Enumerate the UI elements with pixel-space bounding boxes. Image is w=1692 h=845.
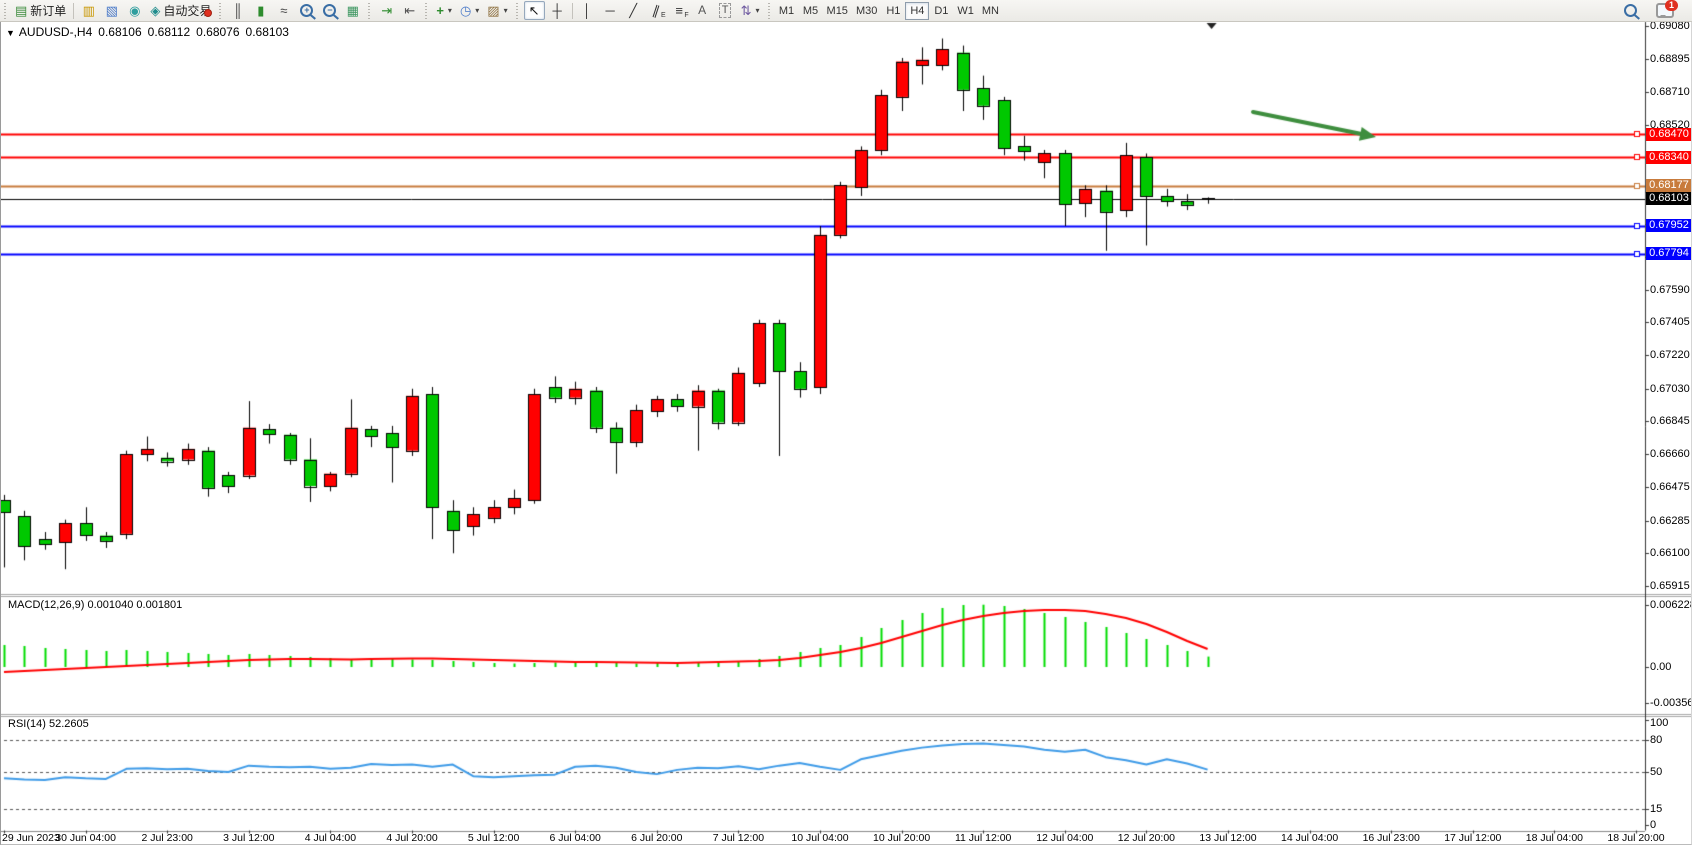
text-label-icon: T — [718, 3, 732, 18]
autotrading-label: 自动交易 — [163, 4, 212, 18]
text-button[interactable]: A — [692, 1, 713, 20]
indicators-button[interactable]: + ▾ — [433, 1, 455, 20]
vertical-line-icon: │ — [583, 3, 592, 18]
fibonacci-icon: ≡ — [675, 3, 683, 18]
timeframe-group: M1 M5 M15 M30 H1 H4 D1 W1 MN — [775, 1, 1003, 20]
notification-badge: 1 — [1665, 0, 1678, 11]
clock-icon: ◷ — [459, 3, 472, 18]
zoom-in-icon: + — [300, 4, 314, 17]
timeframe-button-w1[interactable]: W1 — [953, 2, 978, 20]
shapes-button[interactable]: ⇅ ▾ — [738, 1, 763, 20]
tile-windows-button[interactable]: ▦ — [342, 1, 363, 20]
templates-icon: ▨ — [487, 3, 500, 18]
trendline-icon: ╱ — [629, 3, 638, 18]
toolbar-grip — [219, 2, 225, 19]
cursor-icon: ↖ — [528, 3, 540, 18]
timeframe-button-m30[interactable]: M30 — [852, 2, 881, 20]
sounds-button[interactable]: ◉ — [124, 1, 145, 20]
channel-button[interactable]: ∥ E — [646, 1, 667, 20]
horizontal-line-button[interactable]: ─ — [600, 1, 621, 20]
auto-scroll-button[interactable]: ⇥ — [376, 1, 397, 20]
chart-shift-button[interactable]: ⇤ — [399, 1, 420, 20]
zoom-in-button[interactable]: + — [296, 1, 317, 20]
dropdown-arrow-icon: ▾ — [503, 6, 508, 15]
indicators-icon: + — [436, 3, 444, 18]
candlestick-chart-button[interactable]: ▮ — [250, 1, 271, 20]
market-watch-button[interactable]: ▥ — [78, 1, 99, 20]
toolbar-grip — [515, 2, 521, 19]
horizontal-line-icon: ─ — [605, 3, 615, 18]
navigator-button[interactable]: ▧ — [101, 1, 122, 20]
bar-chart-icon: ║ — [233, 3, 243, 18]
line-chart-icon: ≈ — [280, 3, 288, 18]
new-order-icon: ▤ — [15, 3, 28, 18]
vertical-line-button[interactable]: │ — [577, 1, 598, 20]
market-watch-icon: ▥ — [82, 3, 95, 18]
zoom-out-icon: − — [323, 4, 337, 17]
timeframe-button-mn[interactable]: MN — [978, 2, 1003, 20]
toolbar-separator — [73, 2, 75, 19]
fibonacci-sub-label: F — [684, 12, 689, 19]
timeframe-button-m1[interactable]: M1 — [775, 2, 799, 20]
search-icon — [1624, 4, 1637, 17]
timeframe-button-m15[interactable]: M15 — [823, 2, 852, 20]
chat-button[interactable]: 1 — [1653, 0, 1678, 20]
zoom-out-button[interactable]: − — [319, 1, 340, 20]
bar-chart-button[interactable]: ║ — [227, 1, 248, 20]
crosshair-button[interactable]: ┼ — [547, 1, 568, 20]
channel-sub-label: E — [660, 12, 666, 19]
autotrading-button[interactable]: ◈ 自动交易 — [147, 1, 214, 20]
trendline-button[interactable]: ╱ — [623, 1, 644, 20]
search-button[interactable] — [1620, 1, 1641, 20]
timeframe-button-h4[interactable]: H4 — [905, 1, 930, 20]
fibonacci-button[interactable]: ≡ F — [669, 1, 690, 20]
toolbar-right-icons: 1 — [1619, 0, 1692, 20]
chart-shift-icon: ⇤ — [404, 3, 416, 18]
toolbar-grip — [767, 2, 773, 19]
main-toolbar: ▤ 新订单 ▥ ▧ ◉ ◈ 自动交易 ║ ▮ ≈ + — [0, 0, 1692, 22]
timeframe-button-m5[interactable]: M5 — [799, 2, 823, 20]
autotrading-off-dot — [204, 9, 213, 17]
auto-scroll-icon: ⇥ — [381, 3, 393, 18]
channel-icon: ∥ — [650, 2, 662, 19]
autotrading-icon: ◈ — [150, 3, 161, 18]
timeframe-button-h1[interactable]: H1 — [881, 2, 905, 20]
new-order-button[interactable]: ▤ 新订单 — [12, 1, 69, 20]
chat-icon: 1 — [1656, 0, 1678, 18]
templates-button[interactable]: ▨ ▾ — [484, 1, 510, 20]
periods-button[interactable]: ◷ ▾ — [457, 1, 482, 20]
crosshair-icon: ┼ — [552, 3, 562, 18]
toolbar-grip — [4, 2, 9, 19]
text-label-button[interactable]: T — [715, 1, 736, 20]
sounds-icon: ◉ — [129, 3, 141, 18]
timeframe-button-d1[interactable]: D1 — [929, 2, 953, 20]
candlestick-chart-icon: ▮ — [257, 3, 265, 18]
new-order-label: 新订单 — [30, 4, 67, 18]
tile-windows-icon: ▦ — [346, 3, 359, 18]
shapes-icon: ⇅ — [740, 3, 752, 18]
text-icon: A — [698, 3, 707, 17]
toolbar-separator — [571, 2, 573, 19]
line-chart-button[interactable]: ≈ — [273, 1, 294, 20]
dropdown-arrow-icon: ▾ — [447, 6, 452, 15]
dropdown-arrow-icon: ▾ — [755, 6, 760, 15]
cursor-button[interactable]: ↖ — [523, 1, 545, 20]
toolbar-grip — [425, 2, 431, 19]
toolbar-grip — [368, 2, 374, 19]
dropdown-arrow-icon: ▾ — [475, 6, 480, 15]
navigator-icon: ▧ — [105, 3, 118, 18]
